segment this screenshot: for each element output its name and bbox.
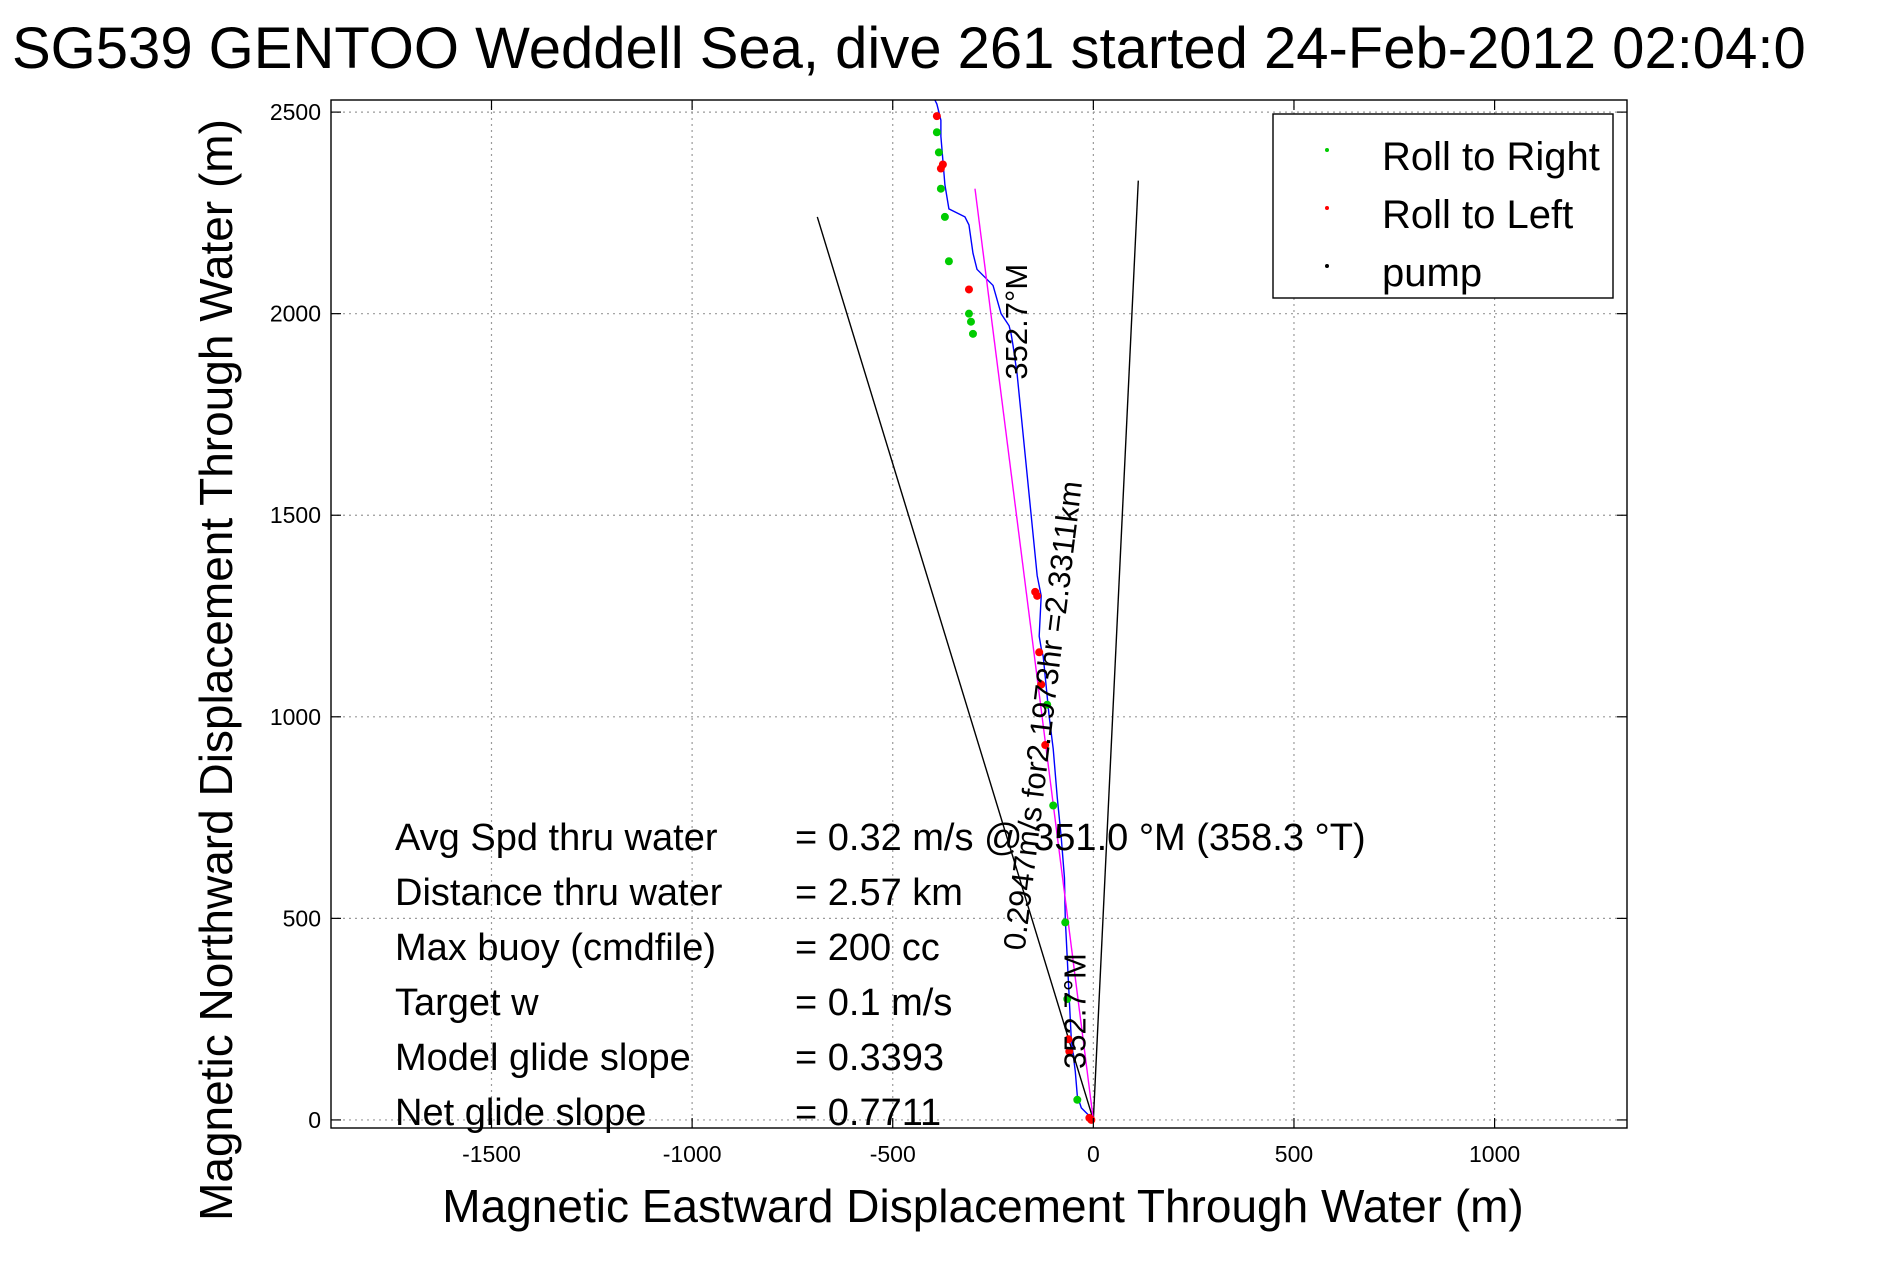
x-axis-label: Magnetic Eastward Displacement Through W… bbox=[442, 1180, 1523, 1232]
roll-left-marker bbox=[932, 112, 941, 121]
heading-guide-line bbox=[816, 216, 1095, 1121]
legend-roll-right-marker bbox=[1325, 148, 1329, 152]
legend-roll-right-label: Roll to Right bbox=[1382, 135, 1600, 179]
net-heading-line bbox=[974, 188, 1095, 1121]
roll-right-marker bbox=[1061, 918, 1070, 927]
x-tick-label: -500 bbox=[870, 1141, 916, 1167]
x-tick-label: 500 bbox=[1275, 1141, 1313, 1167]
stat-label: Net glide slope bbox=[395, 1092, 646, 1134]
legend-roll-left-label: Roll to Left bbox=[1382, 193, 1573, 237]
stat-label: Model glide slope bbox=[395, 1037, 691, 1079]
roll-left-marker bbox=[1031, 587, 1040, 596]
stat-value: = 2.57 km bbox=[795, 872, 963, 914]
y-tick-label: 500 bbox=[283, 905, 321, 931]
stat-value: = 0.1 m/s bbox=[795, 982, 952, 1024]
axis-ticks: -1500 -1000 -500 0 500 1000 0 500 1000 1500 2000 25… bbox=[270, 99, 1627, 1167]
roll-right-marker bbox=[932, 128, 941, 137]
grid bbox=[331, 100, 1627, 1128]
heading-guide-line bbox=[1092, 180, 1139, 1120]
legend-pump-label: pump bbox=[1382, 251, 1482, 295]
legend-box bbox=[1272, 113, 1614, 299]
stat-label: Max buoy (cmdfile) bbox=[395, 927, 716, 969]
plot-frame bbox=[330, 99, 1628, 1129]
stat-label: Distance thru water bbox=[395, 872, 723, 914]
y-tick-label: 1500 bbox=[270, 502, 321, 528]
roll-right-marker bbox=[966, 317, 975, 326]
x-tick-label: 0 bbox=[1087, 1141, 1100, 1167]
legend: Roll to Right Roll to Left pump bbox=[1272, 113, 1614, 299]
roll-right-marker bbox=[1063, 994, 1072, 1003]
roll-right-marker bbox=[968, 329, 977, 338]
stat-value: = 0.7711 bbox=[795, 1092, 941, 1134]
heading-guide-lines bbox=[816, 180, 1139, 1121]
x-tick-label: -1500 bbox=[462, 1141, 521, 1167]
chart-title: SG539 GENTOO Weddell Sea, dive 261 start… bbox=[12, 16, 1806, 81]
roll-right-marker bbox=[1043, 700, 1052, 709]
heading-annotation: 352.7°M bbox=[999, 264, 1034, 380]
series-lines bbox=[934, 99, 1095, 1121]
roll-right-marker bbox=[964, 309, 973, 318]
roll-left-marker bbox=[1065, 1047, 1074, 1056]
roll-right-marker bbox=[1049, 801, 1058, 810]
x-tick-label: 1000 bbox=[1469, 1141, 1520, 1167]
y-axis-label: Magnetic Northward Displacement Through … bbox=[190, 119, 242, 1221]
roll-left-marker bbox=[1085, 1113, 1094, 1122]
roll-right-marker bbox=[934, 148, 943, 157]
heading-annotation: 352.7°M bbox=[1057, 953, 1092, 1069]
roll-left-marker bbox=[1041, 741, 1050, 750]
stat-value: = 0.3393 bbox=[795, 1037, 944, 1079]
legend-pump-marker bbox=[1325, 264, 1329, 268]
dive-statistics: Avg Spd thru water = 0.32 m/s @ 351.0 °M … bbox=[395, 817, 1366, 1134]
stat-value: = 200 cc bbox=[795, 927, 940, 969]
stat-value: = 0.32 m/s @ 351.0 °M (358.3 °T) bbox=[795, 817, 1366, 859]
roll-left-marker bbox=[936, 164, 945, 173]
x-tick-label: -1000 bbox=[663, 1141, 722, 1167]
roll-right-marker bbox=[940, 212, 949, 221]
y-tick-label: 2500 bbox=[270, 99, 321, 125]
stat-label: Target w bbox=[395, 982, 539, 1024]
roll-left-marker bbox=[1064, 1035, 1073, 1044]
roll-right-marker bbox=[944, 257, 953, 266]
y-tick-label: 1000 bbox=[270, 704, 321, 730]
y-tick-label: 2000 bbox=[270, 301, 321, 327]
roll-right-marker bbox=[936, 184, 945, 193]
heading-annotation: 0.2947m/s for2.1973hr =2.3311km bbox=[997, 479, 1089, 952]
legend-roll-left-marker bbox=[1325, 206, 1329, 210]
annotations: 352.7°M0.2947m/s for2.1973hr =2.3311km35… bbox=[997, 264, 1093, 1069]
roll-markers bbox=[932, 112, 1096, 1124]
y-tick-label: 0 bbox=[308, 1107, 321, 1133]
roll-left-marker bbox=[1035, 648, 1044, 657]
stat-label: Avg Spd thru water bbox=[395, 817, 718, 859]
roll-right-marker bbox=[1073, 1095, 1082, 1104]
glider-track-line bbox=[934, 99, 1094, 1121]
roll-left-marker bbox=[964, 285, 973, 294]
roll-left-marker bbox=[1037, 680, 1046, 689]
